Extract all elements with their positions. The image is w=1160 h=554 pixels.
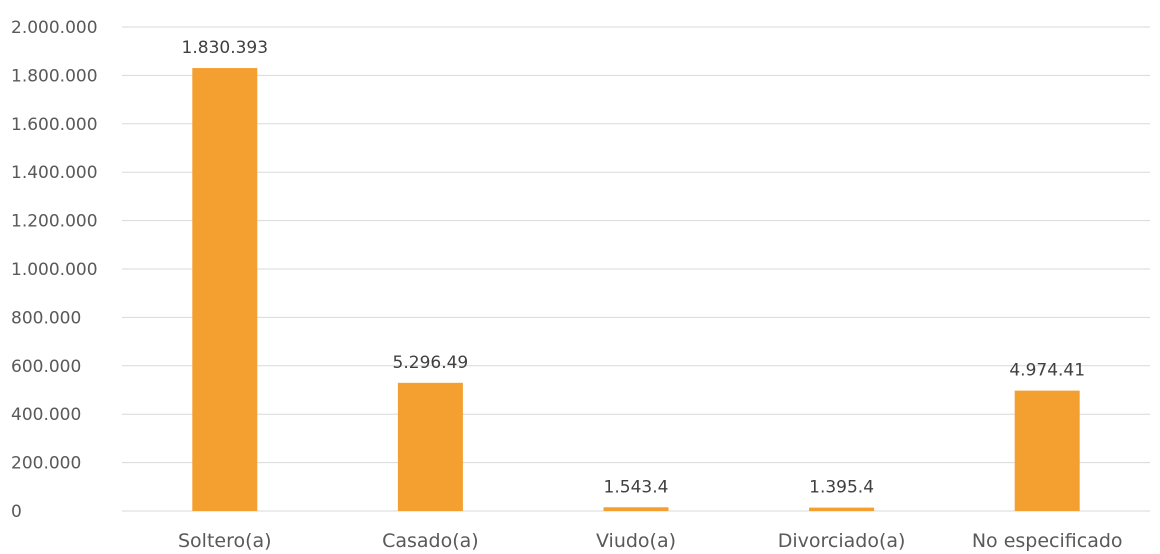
bars bbox=[192, 68, 1080, 511]
y-tick-label: 800.000 bbox=[11, 308, 81, 328]
data-label: 1.830.393 bbox=[182, 38, 269, 58]
y-tick-label: 1.400.000 bbox=[11, 163, 98, 183]
y-tick-label: 600.000 bbox=[11, 357, 81, 377]
y-tick-label: 1.200.000 bbox=[11, 212, 98, 232]
y-tick-label: 1.600.000 bbox=[11, 115, 98, 135]
data-label: 5.296.49 bbox=[393, 353, 469, 373]
bar bbox=[192, 68, 258, 511]
y-tick-label: 2.000.000 bbox=[11, 18, 98, 38]
bar bbox=[397, 382, 463, 511]
data-label: 1.543.4 bbox=[604, 477, 669, 497]
y-tick-label: 0 bbox=[11, 502, 22, 522]
bar bbox=[1014, 390, 1080, 511]
data-label: 1.395.4 bbox=[809, 478, 874, 498]
x-category-label: Casado(a) bbox=[382, 530, 479, 552]
data-label: 4.974.41 bbox=[1009, 361, 1085, 381]
y-tick-label: 200.000 bbox=[11, 454, 81, 474]
x-category-label: Divorciado(a) bbox=[778, 530, 906, 552]
bar bbox=[603, 507, 669, 511]
gridlines bbox=[122, 26, 1150, 512]
x-category-label: No especificado bbox=[972, 530, 1123, 552]
bar bbox=[809, 507, 875, 511]
x-category-label: Viudo(a) bbox=[596, 530, 676, 552]
y-tick-label: 1.000.000 bbox=[11, 260, 98, 280]
x-category-label: Soltero(a) bbox=[178, 530, 272, 552]
data-labels: 1.830.393 5.296.49 1.543.4 1.395.4 4.974.41 bbox=[182, 38, 1086, 498]
y-axis-ticks: 0 200.000 400.000 600.000 800.000 1.000.000 1.… bbox=[11, 18, 98, 522]
y-tick-label: 1.800.000 bbox=[11, 66, 98, 86]
x-axis-categories: Soltero(a) Casado(a) Viudo(a) Divorciado(a)… bbox=[178, 530, 1123, 552]
y-tick-label: 400.000 bbox=[11, 405, 81, 425]
